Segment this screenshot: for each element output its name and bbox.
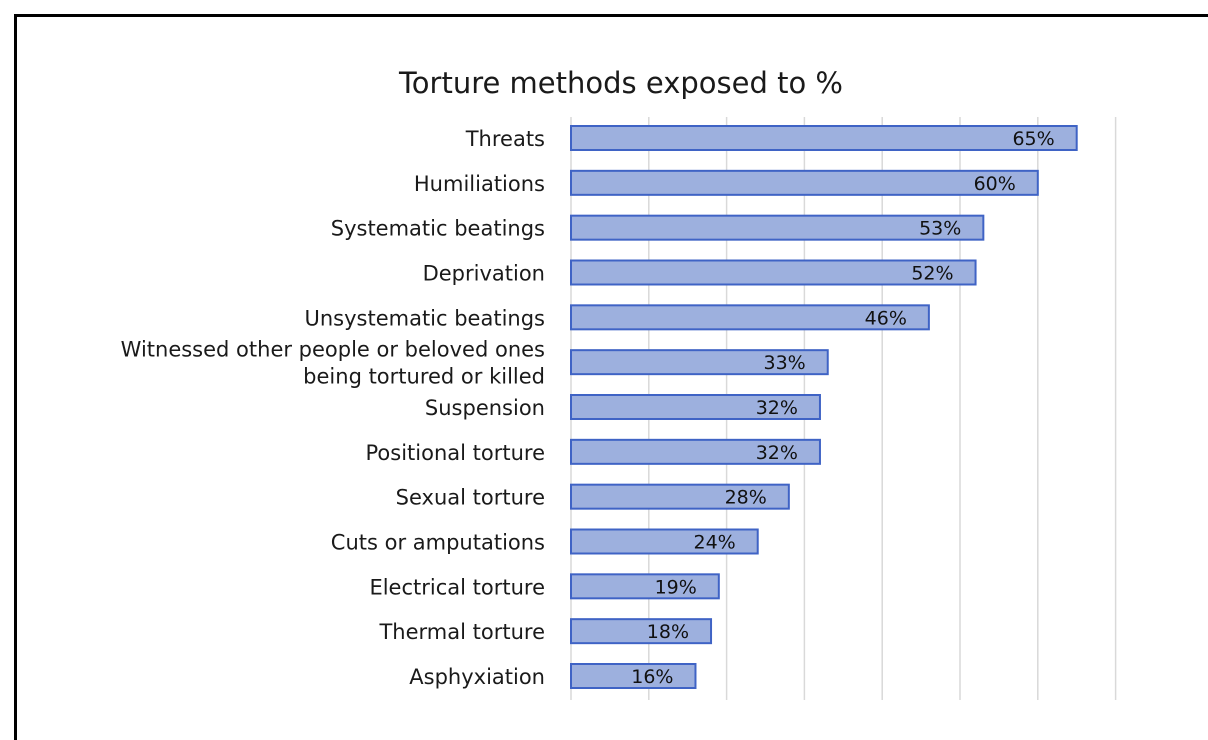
bar [570, 663, 697, 689]
category-label: Asphyxiation [409, 665, 545, 689]
category-label: Humiliations [414, 172, 545, 196]
data-label: 46% [865, 307, 907, 329]
bars [570, 125, 1078, 689]
data-label: 33% [764, 352, 806, 374]
data-label: 24% [693, 532, 735, 554]
bar [570, 438, 821, 465]
data-labels: 65% 60% 53% 52%46% 33% 32% 32% 28% 24% 19% 18% 16% [631, 128, 1054, 688]
bar [570, 573, 720, 600]
data-label: 53% [919, 218, 961, 240]
category-label: Electrical torture [369, 575, 545, 599]
data-label: 32% [756, 442, 798, 464]
bar [570, 304, 930, 331]
data-label: 28% [725, 487, 767, 509]
data-label: 16% [631, 666, 673, 688]
category-label: Deprivation [423, 262, 545, 286]
bar [570, 394, 821, 420]
bar [570, 125, 1078, 151]
bar [570, 483, 790, 510]
category-label: Systematic beatings [331, 217, 545, 241]
data-label: 32% [756, 397, 798, 419]
bar [570, 169, 1039, 196]
category-label: Cuts or amputations [331, 531, 545, 555]
category-label: Witnessed other people or beloved ones be… [121, 338, 545, 389]
bar [570, 618, 713, 645]
bar [570, 214, 985, 241]
bar [570, 349, 829, 376]
category-label: Threats [465, 127, 545, 151]
data-label: 19% [655, 576, 697, 598]
category-label: Unsystematic beatings [304, 306, 545, 330]
category-label: Suspension [425, 396, 545, 420]
category-label: Thermal torture [378, 620, 545, 644]
data-label: 65% [1012, 128, 1054, 150]
data-label: 60% [974, 173, 1016, 195]
bar [570, 259, 977, 286]
category-label: Sexual torture [396, 486, 545, 510]
category-label: Positional torture [366, 441, 546, 465]
category-labels: Threats Humiliations Systematic beatings De… [121, 127, 545, 689]
data-label: 52% [911, 263, 953, 285]
data-label: 18% [647, 621, 689, 643]
chart-title: Torture methods exposed to % [398, 66, 843, 100]
bar [570, 528, 759, 555]
